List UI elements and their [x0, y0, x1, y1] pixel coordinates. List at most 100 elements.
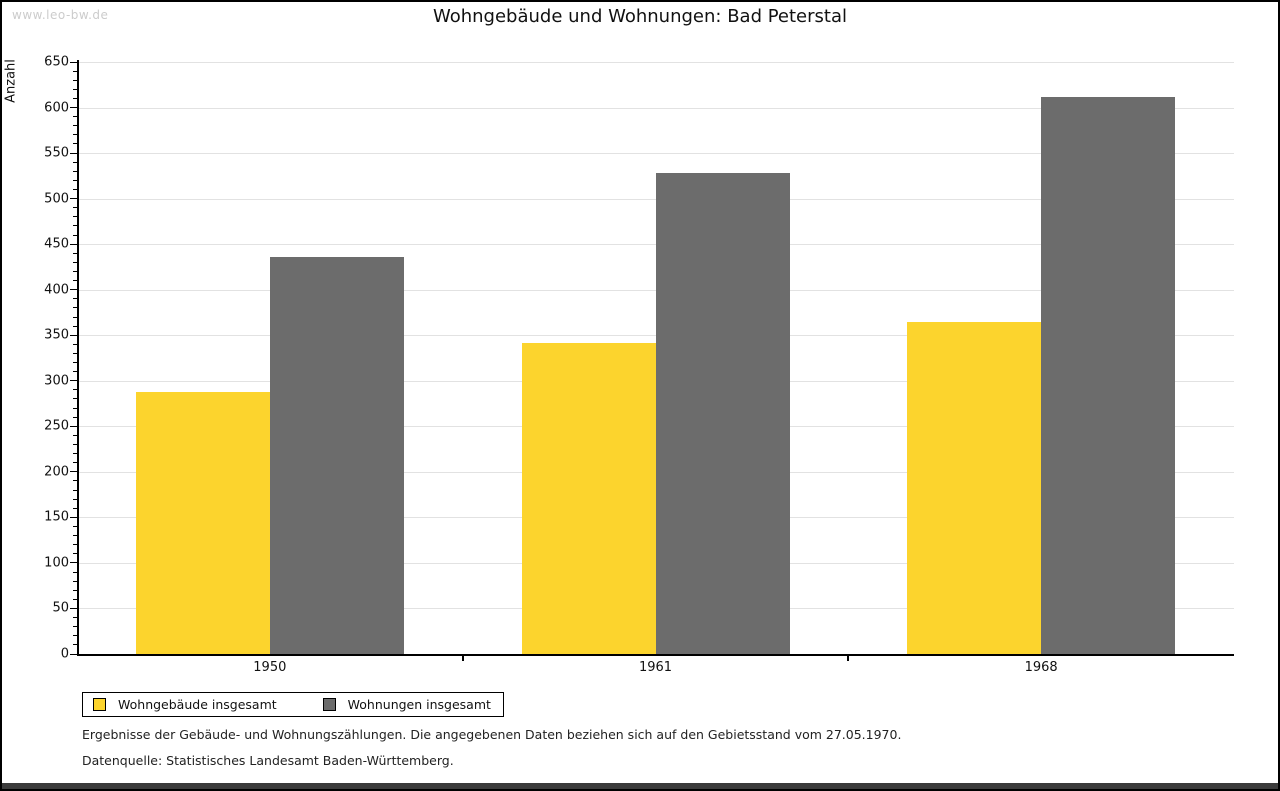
- x-tick: [461, 654, 464, 661]
- y-tick-minor: [73, 480, 77, 482]
- y-tick-minor: [73, 553, 77, 555]
- y-tick-minor: [73, 362, 77, 364]
- y-gridline: [79, 153, 1234, 155]
- y-tick-minor: [73, 598, 77, 600]
- y-tick-major: [70, 562, 77, 564]
- y-tick-label: 300: [44, 373, 69, 389]
- y-tick-major: [70, 516, 77, 518]
- y-tick-minor: [73, 580, 77, 582]
- y-tick-minor: [73, 544, 77, 546]
- y-tick-major: [70, 334, 77, 336]
- x-tick-label: 1950: [253, 660, 287, 675]
- y-tick-minor: [73, 170, 77, 172]
- y-tick-minor: [73, 225, 77, 227]
- y-tick-major: [70, 380, 77, 382]
- legend-label: Wohngebäude insgesamt: [118, 697, 277, 712]
- y-tick-minor: [73, 134, 77, 136]
- y-tick-major: [70, 607, 77, 609]
- y-tick-label: 350: [44, 327, 69, 343]
- y-tick-minor: [73, 143, 77, 145]
- y-axis-line: [77, 60, 79, 656]
- legend-swatch-yellow: [93, 698, 106, 711]
- y-tick-minor: [73, 644, 77, 646]
- y-tick-label: 200: [44, 464, 69, 480]
- y-tick-major: [70, 425, 77, 427]
- y-tick-minor: [73, 343, 77, 345]
- y-tick-minor: [73, 179, 77, 181]
- y-tick-minor: [73, 398, 77, 400]
- y-tick-label: 50: [52, 600, 69, 616]
- y-tick-minor: [73, 444, 77, 446]
- x-tick: [847, 654, 850, 661]
- y-tick-major: [70, 198, 77, 200]
- y-tick-label: 100: [44, 555, 69, 571]
- y-tick-label: 500: [44, 191, 69, 207]
- bar-1961-wohnungen: [655, 173, 790, 654]
- y-tick-major: [70, 243, 77, 245]
- y-tick-minor: [73, 371, 77, 373]
- y-tick-minor: [73, 216, 77, 218]
- y-tick-minor: [73, 352, 77, 354]
- y-tick-minor: [73, 617, 77, 619]
- footer-note: Ergebnisse der Gebäude- und Wohnungszähl…: [82, 727, 902, 742]
- y-tick-minor: [73, 635, 77, 637]
- bar-1961-wohngebaeude: [521, 343, 656, 654]
- y-tick-minor: [73, 97, 77, 99]
- y-tick-minor: [73, 307, 77, 309]
- y-tick-major: [70, 653, 77, 655]
- plot-area: 0 50 100 150 200 250 300 350 400 450 500 550 600 650 1…: [44, 55, 1234, 675]
- y-tick-minor: [73, 79, 77, 81]
- y-tick-minor: [73, 589, 77, 591]
- y-tick-minor: [73, 525, 77, 527]
- bar-1950-wohngebaeude: [135, 391, 270, 654]
- y-tick-major: [70, 152, 77, 154]
- x-axis-line: [77, 654, 1234, 656]
- y-tick-minor: [73, 535, 77, 537]
- x-tick-label: 1968: [1024, 660, 1058, 675]
- y-tick-minor: [73, 252, 77, 254]
- y-tick-label: 450: [44, 236, 69, 252]
- bar-1950-wohnungen: [269, 256, 404, 654]
- y-tick-label: 150: [44, 509, 69, 525]
- y-tick-label: 400: [44, 282, 69, 298]
- y-tick-minor: [73, 389, 77, 391]
- y-tick-minor: [73, 70, 77, 72]
- y-tick-label: 600: [44, 100, 69, 116]
- y-tick-major: [70, 61, 77, 63]
- y-tick-minor: [73, 116, 77, 118]
- y-tick-minor: [73, 489, 77, 491]
- y-tick-minor: [73, 234, 77, 236]
- bar-1968-wohnungen: [1041, 96, 1176, 654]
- y-gridline: [79, 107, 1234, 109]
- y-tick-major: [70, 289, 77, 291]
- y-tick-minor: [73, 189, 77, 190]
- x-tick-label: 1961: [638, 660, 673, 675]
- y-tick-label: 250: [44, 418, 69, 434]
- chart-title: Wohngebäude und Wohnungen: Bad Peterstal: [432, 6, 848, 27]
- watermark-text: www.leo-bw.de: [12, 8, 109, 22]
- y-tick-label: 650: [44, 54, 69, 70]
- legend-item-wohngebaeude: Wohngebäude insgesamt: [93, 697, 277, 712]
- y-tick-minor: [73, 416, 77, 418]
- y-tick-minor: [73, 507, 77, 509]
- y-tick-minor: [73, 407, 77, 409]
- y-gridline: [79, 62, 1234, 63]
- y-tick-minor: [73, 270, 77, 272]
- y-tick-minor: [73, 498, 77, 500]
- y-tick-minor: [73, 298, 77, 300]
- legend-label: Wohnungen insgesamt: [347, 697, 491, 712]
- y-tick-minor: [73, 325, 77, 327]
- y-tick-minor: [73, 88, 77, 90]
- y-tick-minor: [73, 261, 77, 263]
- legend-swatch-gray: [322, 698, 336, 711]
- footer-datasource: Datenquelle: Statistisches Landesamt Bad…: [82, 753, 454, 768]
- y-tick-minor: [73, 125, 77, 127]
- y-tick-major: [70, 107, 77, 109]
- legend-item-wohnungen: Wohnungen insgesamt: [322, 697, 491, 712]
- bottom-strip: [2, 783, 1278, 789]
- y-tick-label: 0: [60, 646, 69, 662]
- y-tick-minor: [73, 280, 77, 282]
- y-tick-major: [70, 471, 77, 473]
- legend-box: Wohngebäude insgesamt Wohnungen insgesam…: [82, 692, 504, 717]
